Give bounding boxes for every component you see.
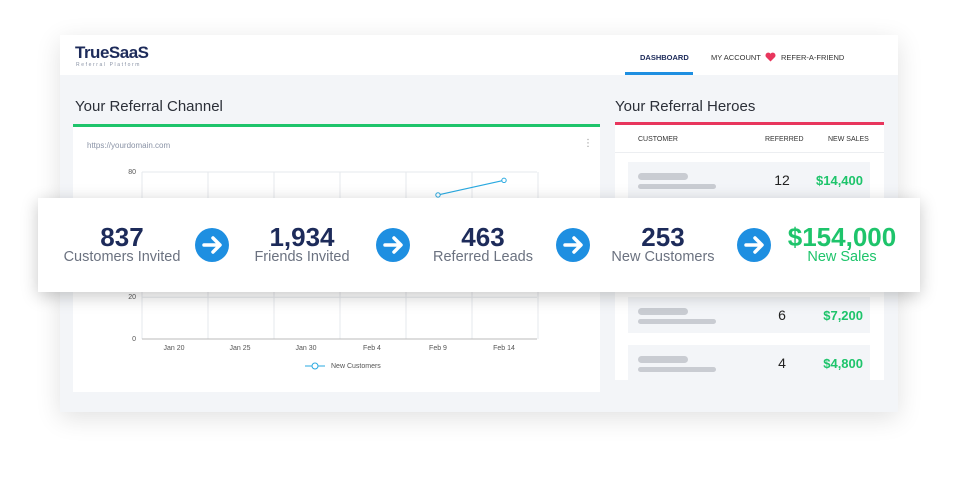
card-accent [73, 124, 600, 127]
card-accent [615, 122, 884, 125]
y-tick-label: 80 [128, 169, 136, 176]
referral-url[interactable]: https://yourdomain.com [87, 141, 171, 150]
stat-label: New Customers [611, 249, 715, 265]
section-title: Your Referral Heroes [615, 98, 756, 115]
stat-label: Friends Invited [254, 249, 350, 265]
series-line [437, 179, 505, 196]
referred-count: 6 [778, 307, 786, 323]
placeholder [638, 173, 688, 180]
stat-label: New Sales [807, 249, 877, 265]
arrow-icon [375, 228, 410, 262]
stat-value: $154,000 [787, 222, 897, 252]
y-tick-label: 20 [128, 294, 136, 301]
referred-count: 12 [774, 172, 790, 188]
nav-item[interactable]: DASHBOARD [640, 53, 689, 62]
placeholder [638, 367, 716, 372]
legend-label: New Customers [331, 363, 381, 370]
column-header: REFERRED [765, 136, 804, 143]
new-sales: $14,400 [816, 173, 863, 188]
menu-icon[interactable]: ⋮ [583, 138, 593, 149]
x-tick-label: Feb 9 [429, 345, 447, 352]
data-point [435, 192, 441, 198]
stat-label: Referred Leads [433, 249, 533, 265]
y-tick-label: 0 [132, 336, 136, 343]
hero-row: 12 $14,400 [628, 162, 870, 198]
column-header: CUSTOMER [638, 136, 678, 143]
tagline: Referral Platform [76, 62, 141, 68]
arrow-icon [556, 228, 590, 262]
divider [615, 152, 884, 153]
x-tick-label: Jan 20 [163, 345, 184, 352]
arrow-icon [736, 228, 771, 262]
stats-banner: 837 Customers Invited 1,934 Friends Invited… [38, 198, 920, 292]
nav-item[interactable]: REFER-A-FRIEND [781, 53, 845, 62]
x-tick-label: Feb 4 [363, 345, 381, 352]
x-tick-label: Jan 25 [229, 345, 250, 352]
legend-marker [311, 362, 319, 370]
stat-value: 1,934 [269, 222, 335, 252]
x-tick-label: Feb 14 [493, 345, 515, 352]
stat-value: 463 [461, 222, 505, 252]
stat-value: 837 [100, 222, 144, 252]
data-point [501, 177, 507, 184]
section-title: Your Referral Channel [75, 98, 223, 115]
top-bar: TrueSaaS Referral Platform DASHBOARD MY … [60, 35, 898, 75]
stat-value: 253 [641, 222, 685, 252]
placeholder [638, 308, 688, 315]
placeholder [638, 184, 716, 189]
placeholder [638, 319, 716, 324]
stat-label: Customers Invited [63, 249, 181, 265]
referred-count: 4 [778, 355, 786, 371]
arrow-icon [195, 228, 229, 262]
active-underline [625, 72, 693, 75]
column-header: NEW SALES [828, 136, 869, 143]
logo: TrueSaaS [75, 43, 149, 62]
nav-item[interactable]: MY ACCOUNT [711, 53, 761, 62]
heart-icon [765, 52, 776, 62]
hero-row: 4 $4,800 [628, 345, 870, 381]
placeholder [638, 356, 688, 363]
x-tick-label: Jan 30 [295, 345, 316, 352]
hero-row: 6 $7,200 [628, 297, 870, 333]
new-sales: $4,800 [823, 356, 863, 371]
new-sales: $7,200 [823, 308, 863, 323]
